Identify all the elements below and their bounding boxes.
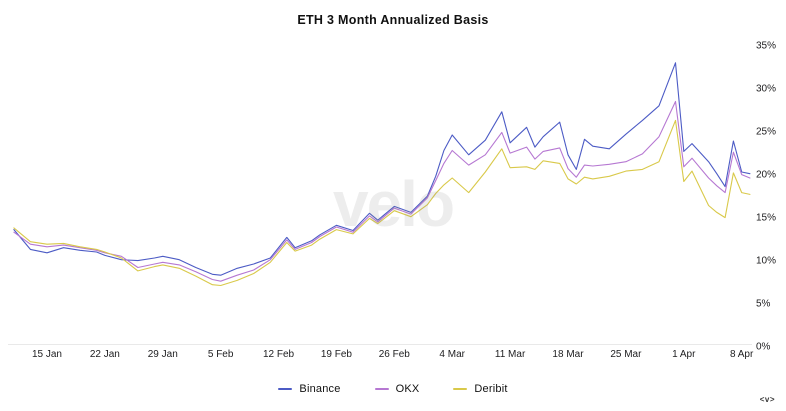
x-tick-label: 29 Jan [148,349,178,360]
legend-swatch-deribit [453,388,468,390]
legend-label: Deribit [474,383,508,395]
velo-logo[interactable]: <v> [759,395,775,404]
x-tick-label: 11 Mar [495,349,526,360]
legend-swatch-binance [278,388,293,390]
chart-legend: Binance OKX Deribit [0,383,786,395]
x-tick-label: 1 Apr [672,349,696,360]
legend-label: Binance [299,383,341,395]
legend-swatch-okx [374,388,389,390]
x-tick-label: 5 Feb [208,349,234,360]
chart-title: ETH 3 Month Annualized Basis [297,13,489,27]
x-tick-label: 15 Jan [32,349,62,360]
series-line-deribit[interactable] [13,119,751,287]
y-tick-label: 10% [756,256,776,267]
y-tick-label: 5% [756,299,771,310]
series-line-binance[interactable] [13,62,751,276]
x-tick-label: 26 Feb [379,349,411,360]
y-tick-label: 0% [756,342,771,353]
y-tick-label: 25% [756,127,776,138]
x-tick-label: 4 Mar [439,349,465,360]
legend-label: OKX [395,383,420,395]
x-tick-label: 22 Jan [90,349,120,360]
y-tick-label: 30% [756,84,776,95]
series-line-okx[interactable] [13,100,751,282]
legend-item-binance[interactable]: Binance [278,383,340,395]
y-tick-label: 20% [756,170,776,181]
y-tick-label: 35% [756,41,776,52]
x-tick-label: 8 Apr [730,349,754,360]
x-tick-label: 12 Feb [263,349,295,360]
y-tick-label: 15% [756,213,776,224]
x-tick-label: 25 Mar [610,349,642,360]
x-tick-label: 19 Feb [321,349,353,360]
legend-item-deribit[interactable]: Deribit [453,383,507,395]
x-tick-label: 18 Mar [552,349,584,360]
legend-item-okx[interactable]: OKX [374,383,420,395]
